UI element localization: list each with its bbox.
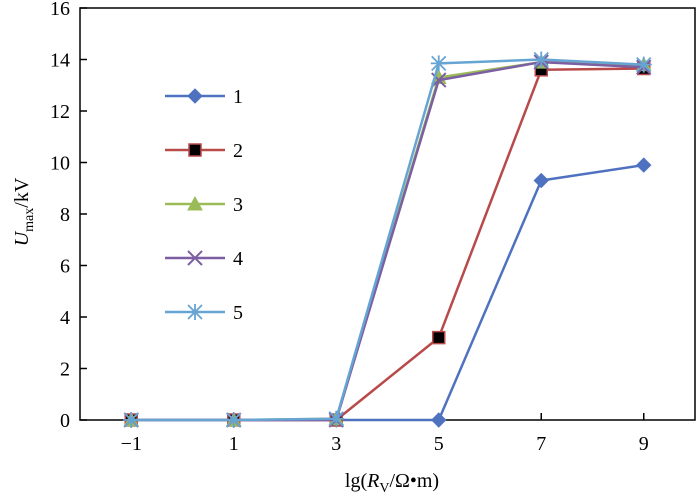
series-1-point (636, 157, 652, 173)
y-axis-label: Umax/kV (11, 177, 37, 246)
x-axis-label-prefix: lg( (345, 470, 368, 492)
x-tick-label: −1 (121, 433, 142, 455)
y-tick-label: 16 (50, 0, 70, 20)
x-axis-label-sub: V (379, 481, 389, 494)
x-tick-label: 3 (331, 433, 341, 455)
y-axis-label-var: U (11, 230, 33, 246)
x-tick-label: 9 (639, 433, 649, 455)
series-5-point (430, 55, 447, 72)
series-5-point (123, 412, 140, 428)
x-tick-label: 1 (229, 433, 239, 455)
x-axis-label-suffix: /Ω•m) (389, 470, 439, 492)
series-5-line (131, 58, 644, 422)
legend-label: 3 (233, 194, 243, 216)
x-axis-label-var: R (366, 470, 379, 492)
y-axis-label-sub: max (22, 208, 37, 232)
legend-marker (188, 143, 202, 157)
legend-label: 4 (233, 248, 243, 270)
series-2-point (432, 330, 446, 345)
y-tick-label: 14 (50, 50, 70, 72)
y-tick-label: 8 (60, 204, 70, 226)
legend-item-3: 3 (165, 194, 243, 216)
series-5-point (635, 56, 652, 73)
series-1-point (533, 172, 549, 189)
legend-label: 2 (233, 140, 243, 162)
y-tick-label: 4 (60, 307, 70, 329)
x-tick-label: 7 (536, 433, 546, 455)
y-tick-label: 12 (50, 101, 70, 123)
series-1 (123, 157, 652, 428)
legend-item-1: 1 (165, 86, 243, 108)
y-tick-label: 2 (60, 359, 70, 381)
series-layer (123, 51, 652, 428)
series-5-point (328, 410, 345, 427)
legend-label: 5 (233, 302, 243, 324)
series-5-point (225, 412, 242, 428)
y-tick-label: 6 (60, 256, 70, 278)
y-tick-label: 10 (50, 153, 70, 175)
legend-marker (187, 304, 203, 320)
x-axis-label: lg(RV/Ω•m) (345, 470, 439, 494)
legend-item-5: 5 (165, 302, 243, 324)
y-axis-ticks: 0 2 4 6 8 10 12 14 16 (50, 0, 87, 432)
x-tick-label: 5 (434, 433, 444, 455)
legend: 1 2 3 4 5 (165, 86, 243, 324)
y-axis-label-suffix: /kV (11, 177, 33, 208)
y-tick-label: 0 (60, 410, 70, 432)
legend-marker (187, 195, 203, 211)
legend-item-2: 2 (165, 140, 243, 162)
series-1-point (431, 412, 447, 428)
legend-marker (187, 88, 203, 104)
legend-marker (187, 250, 203, 266)
series-5 (123, 51, 652, 428)
legend-item-4: 4 (165, 248, 243, 270)
legend-label: 1 (233, 86, 243, 108)
series-5-point (533, 51, 550, 68)
